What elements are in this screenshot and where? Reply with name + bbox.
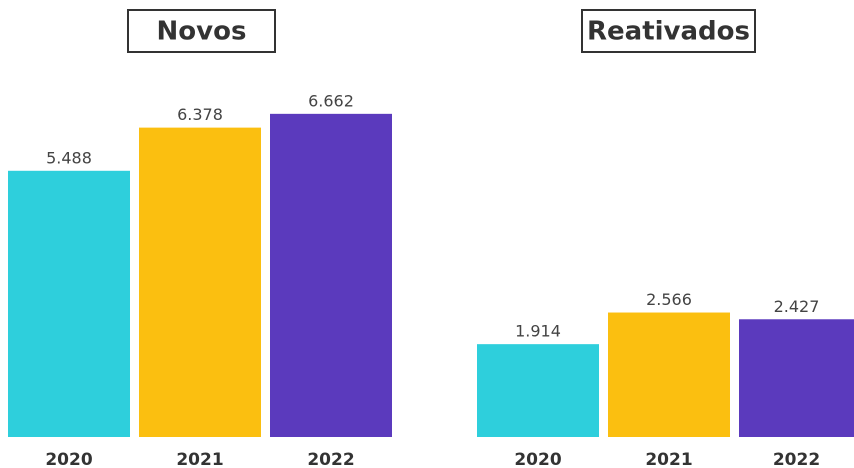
x-tick-label: 2022 xyxy=(307,450,354,468)
x-tick-label: 2020 xyxy=(45,450,92,468)
bar xyxy=(477,344,599,437)
value-label: 1.914 xyxy=(515,322,561,341)
x-tick-label: 2020 xyxy=(514,450,561,468)
value-label: 2.566 xyxy=(646,290,692,309)
bar xyxy=(8,170,130,437)
chart-title: Novos xyxy=(157,17,247,47)
bar xyxy=(608,312,730,437)
title-box xyxy=(127,9,276,53)
title-box xyxy=(581,9,756,53)
x-tick-label: 2022 xyxy=(773,450,820,468)
value-label: 5.488 xyxy=(46,148,92,167)
x-tick-label: 2021 xyxy=(176,450,223,468)
value-label: 6.378 xyxy=(177,105,223,124)
value-label: 2.427 xyxy=(774,297,820,316)
value-label: 6.662 xyxy=(308,91,354,110)
x-tick-label: 2021 xyxy=(645,450,692,468)
chart-title: Reativados xyxy=(587,17,750,47)
bar xyxy=(739,319,854,437)
bar xyxy=(270,113,392,437)
bar xyxy=(139,127,261,438)
